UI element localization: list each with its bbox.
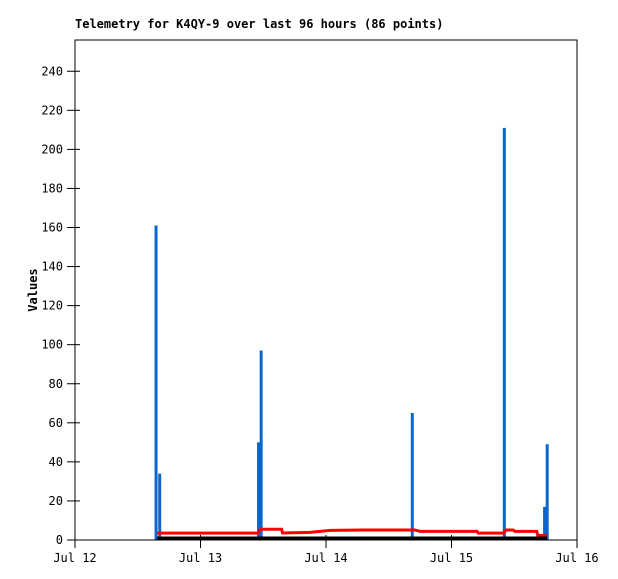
y-tick-label: 0 (56, 533, 63, 547)
y-tick-label: 240 (41, 64, 63, 78)
y-tick-label: 20 (49, 494, 63, 508)
plot-frame (74, 39, 578, 541)
x-tick-label: Jul 16 (555, 551, 598, 565)
y-tick-label: 120 (41, 299, 63, 313)
x-tick-label: Jul 14 (304, 551, 347, 565)
chart-title: Telemetry for K4QY-9 over last 96 hours … (75, 17, 444, 31)
y-tick-label: 60 (49, 416, 63, 430)
y-tick-label: 140 (41, 260, 63, 274)
y-tick-label: 100 (41, 338, 63, 352)
y-tick-label: 40 (49, 455, 63, 469)
x-tick-label: Jul 12 (53, 551, 96, 565)
y-tick-label: 220 (41, 103, 63, 117)
x-tick-label: Jul 15 (430, 551, 473, 565)
y-tick-label: 200 (41, 142, 63, 156)
y-tick-label: 80 (49, 377, 63, 391)
y-tick-label: 160 (41, 221, 63, 235)
series-red-line (157, 527, 548, 537)
x-tick-label: Jul 13 (179, 551, 222, 565)
y-tick-label: 180 (41, 181, 63, 195)
